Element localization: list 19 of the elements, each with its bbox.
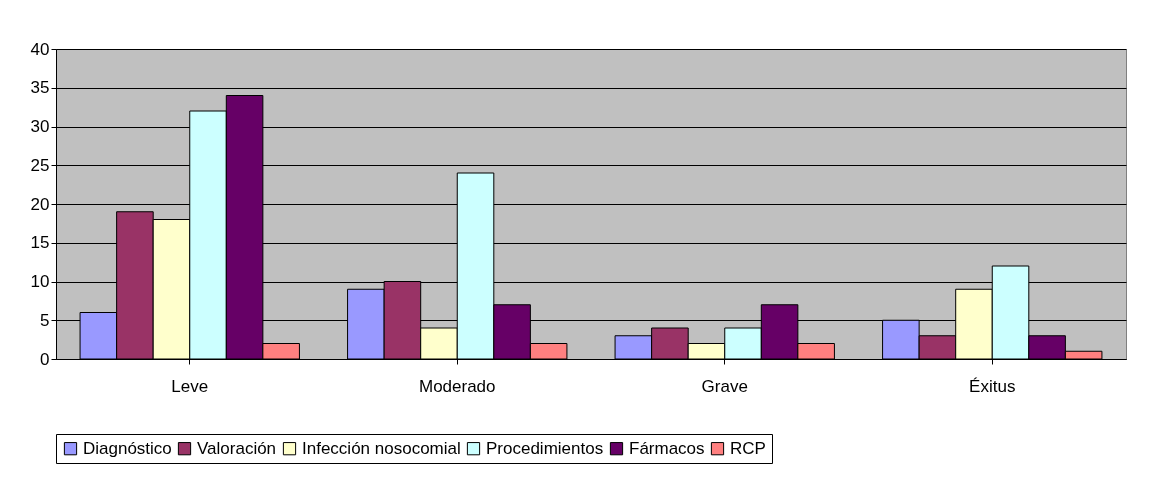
x-tick-label: Grave <box>701 376 748 396</box>
x-tick-label: Éxitus <box>969 376 1016 396</box>
y-tick-label: 5 <box>40 310 50 330</box>
y-tick-label: 20 <box>30 194 50 214</box>
y-tick-label: 15 <box>30 233 50 253</box>
legend-label: Fármacos <box>629 438 705 458</box>
y-tick-label: 0 <box>40 349 50 369</box>
y-tick-label: 10 <box>30 272 50 291</box>
y-tick-label: 25 <box>30 155 50 175</box>
legend-label: Diagnóstico <box>83 438 172 458</box>
legend-label: RCP <box>730 438 766 458</box>
x-tick-label: Leve <box>171 376 209 396</box>
legend-label: Valoración <box>197 438 277 458</box>
legend-label: Procedimientos <box>486 438 604 458</box>
y-tick-label: 35 <box>30 78 50 98</box>
y-tick-label: 40 <box>30 39 50 59</box>
y-tick-label: 30 <box>30 117 50 136</box>
legend-label: Infección nosocomial <box>302 438 461 458</box>
x-tick-label: Moderado <box>418 376 496 396</box>
